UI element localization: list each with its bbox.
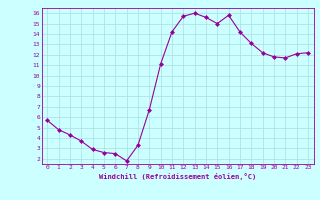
X-axis label: Windchill (Refroidissement éolien,°C): Windchill (Refroidissement éolien,°C) xyxy=(99,173,256,180)
